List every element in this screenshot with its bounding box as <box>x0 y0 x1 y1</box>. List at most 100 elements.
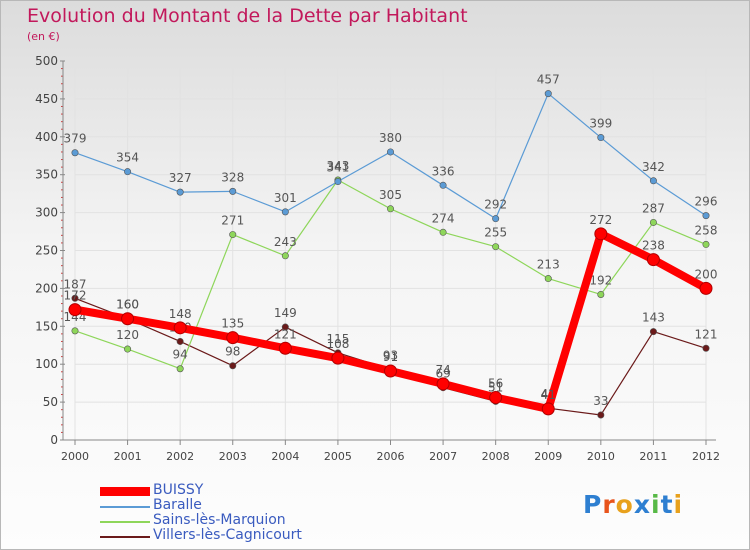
data-label: 287 <box>642 201 665 215</box>
logo-letter: o <box>615 490 634 519</box>
legend-swatch <box>100 506 150 508</box>
data-point <box>331 351 345 365</box>
data-point <box>121 312 135 326</box>
data-point <box>649 218 657 226</box>
data-point <box>71 149 79 157</box>
data-point <box>68 303 82 317</box>
data-label: 160 <box>116 298 139 312</box>
data-label: 271 <box>221 214 244 228</box>
logo-letter: t <box>660 490 674 519</box>
chart-title: Evolution du Montant de la Dette par Hab… <box>27 5 468 27</box>
data-label: 301 <box>274 191 297 205</box>
logo-letter: i <box>673 490 684 519</box>
data-point <box>386 148 394 156</box>
data-label: 274 <box>432 211 455 225</box>
legend-label: Villers-lès-Cagnicourt <box>153 527 302 543</box>
data-point <box>702 344 710 352</box>
x-tick-label: 2005 <box>324 450 352 463</box>
proxiti-logo: Proxiti <box>583 490 683 519</box>
data-label: 98 <box>225 345 240 359</box>
data-point <box>702 240 710 248</box>
data-point <box>71 294 79 302</box>
data-label: 143 <box>642 311 665 325</box>
data-label: 149 <box>274 306 297 320</box>
legend-swatch <box>100 521 150 523</box>
data-label: 328 <box>221 170 244 184</box>
data-point <box>386 205 394 213</box>
data-point <box>124 168 132 176</box>
data-label: 354 <box>116 151 139 165</box>
data-point <box>597 290 605 298</box>
legend-label: Sains-lès-Marquion <box>153 512 286 528</box>
legend-label: Baralle <box>153 497 202 513</box>
data-point <box>439 181 447 189</box>
x-tick-label: 2001 <box>114 450 142 463</box>
data-label: 108 <box>326 337 349 351</box>
y-tick-label: 250 <box>35 244 58 258</box>
x-tick-label: 2002 <box>166 450 194 463</box>
data-label: 243 <box>274 235 297 249</box>
data-label: 399 <box>589 117 612 131</box>
data-point <box>492 215 500 223</box>
data-point <box>384 364 397 378</box>
data-label: 272 <box>589 213 612 227</box>
data-point <box>173 321 187 335</box>
data-point <box>699 281 713 295</box>
data-label: 74 <box>435 363 450 377</box>
data-point <box>281 252 289 260</box>
y-tick-label: 500 <box>35 54 58 68</box>
data-point <box>176 365 184 373</box>
y-tick-label: 200 <box>35 281 58 295</box>
data-label: 172 <box>64 289 87 303</box>
x-tick-label: 2008 <box>482 450 510 463</box>
data-point <box>281 323 289 331</box>
data-point <box>594 227 608 241</box>
data-label: 342 <box>642 160 665 174</box>
x-tick-label: 2004 <box>271 450 299 463</box>
legend-swatch <box>100 536 150 538</box>
logo-letter: P <box>583 490 603 519</box>
x-tick-label: 2006 <box>377 450 405 463</box>
data-point <box>124 345 132 353</box>
data-label: 380 <box>379 131 402 145</box>
data-label: 120 <box>116 328 139 342</box>
data-point <box>544 275 552 283</box>
data-point <box>439 228 447 236</box>
data-label: 213 <box>537 258 560 272</box>
data-label: 121 <box>695 327 718 341</box>
data-point <box>229 187 237 195</box>
data-label: 148 <box>169 307 192 321</box>
y-tick-label: 400 <box>35 130 58 144</box>
data-point <box>229 231 237 239</box>
data-label: 115 <box>326 332 349 346</box>
data-point <box>541 402 555 416</box>
y-tick-label: 450 <box>35 92 58 106</box>
data-point <box>278 341 292 355</box>
data-label: 258 <box>695 223 718 237</box>
data-label: 192 <box>589 273 612 287</box>
data-point <box>702 212 710 220</box>
y-tick-label: 50 <box>43 395 58 409</box>
data-label: 91 <box>383 350 398 364</box>
data-label: 255 <box>484 226 507 240</box>
y-tick-label: 350 <box>35 168 58 182</box>
data-point <box>226 331 240 345</box>
data-point <box>544 90 552 98</box>
data-label: 341 <box>326 161 349 175</box>
data-point <box>176 188 184 196</box>
data-label: 69 <box>435 367 450 381</box>
data-point <box>436 377 450 391</box>
data-point <box>71 327 79 335</box>
y-tick-label: 300 <box>35 206 58 220</box>
data-label: 292 <box>484 198 507 212</box>
legend-label: BUISSY <box>153 482 204 498</box>
x-tick-label: 2009 <box>534 450 562 463</box>
x-tick-label: 2007 <box>429 450 457 463</box>
data-point <box>334 178 342 186</box>
logo-letter: r <box>602 490 616 519</box>
x-tick-label: 2010 <box>587 450 615 463</box>
data-label: 94 <box>173 348 188 362</box>
data-label: 121 <box>274 327 297 341</box>
